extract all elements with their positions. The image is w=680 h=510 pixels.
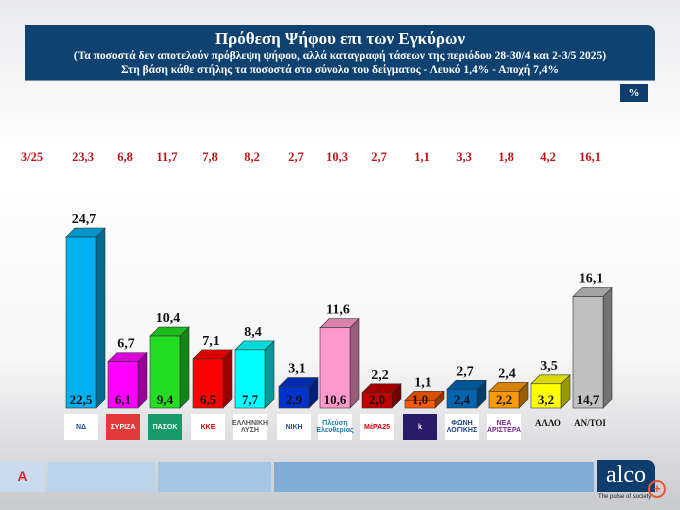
party-logo: k [403,414,437,440]
bar [278,386,310,409]
bar-value-label: 2,7 [456,364,474,379]
bar-value-label: 1,1 [414,375,432,390]
previous-value: 4,2 [540,150,556,164]
previous-values-row: 3/25 23,3 6,8 11,7 7,8 8,2 2,7 10,3 2,7 1,1 3,3 1,… [0,150,680,166]
unit-badge: % [620,84,648,102]
party-logo: ΣΥΡΙΖΑ [106,414,140,440]
previous-value: 11,7 [156,150,178,164]
party-logo: ΝΕΑ ΑΡΙΣΤΕΡΑ [487,414,521,440]
party-logo: ΠΑΣΟΚ [148,414,182,440]
bar-inner-label: 2,9 [286,392,303,407]
previous-value: 8,2 [244,150,260,164]
alco-logo: alco [597,460,655,492]
party-logo: ΝΔ [64,414,98,440]
previous-value: 3,3 [456,150,472,164]
chart-header: Πρόθεση Ψήφου επι των Εγκύρων (Τα ποσοστ… [25,25,655,81]
bar-value-label: 16,1 [579,272,604,287]
party-logo: Πλεύση Ελευθερίας [316,414,354,440]
bar [192,358,224,409]
category-label: ΑΛΛΟ [535,418,561,428]
previous-value: 1,8 [498,150,514,164]
bar-inner-label: 2,4 [454,392,471,407]
bar-value-label: 2,2 [371,368,389,383]
bar [488,391,520,409]
bar-side [264,340,275,409]
bar-side [602,286,613,409]
party-logo: ΕΛΛΗΝΙΚΗ ΛΥΣΗ [232,414,268,440]
bar-side [349,318,360,409]
bar-value-label: 24,7 [72,212,97,227]
bar [361,392,393,409]
party-logo: ΝΙΚΗ [277,414,311,440]
bar-side [137,351,148,409]
bar [234,349,266,409]
bar-value-label: 3,1 [288,362,306,377]
bar-inner-label: 6,5 [200,392,217,407]
footer-segment [274,462,594,492]
previous-label: 3/25 [20,150,44,164]
bar-inner-label: 1,0 [412,392,428,407]
chart-note: Στη βάση κάθε στήλης τα ποσοστά στο σύνο… [120,64,560,76]
bar-inner-label: 9,4 [157,392,174,407]
bar-value-label: 10,4 [156,311,181,326]
bar [107,361,139,409]
bar-value-label: 11,6 [326,303,350,318]
party-logo: ΦΩΝΗ ΛΟΓΙΚΗΣ [445,414,479,440]
bar-value-label: 2,4 [498,366,516,381]
previous-value: 7,8 [202,150,218,164]
previous-value: 1,1 [414,150,430,164]
bar-inner-label: 6,1 [115,392,131,407]
bar-value-label: 3,5 [540,359,558,374]
bar-inner-label: 3,2 [538,392,554,407]
bar-value-label: 8,4 [244,325,262,340]
bar [446,389,478,409]
bar [149,335,181,409]
previous-value: 23,3 [72,150,94,164]
previous-value: 2,7 [288,150,304,164]
channel-logo: Α [0,462,45,492]
bar [530,383,562,409]
previous-value: 16,1 [579,150,601,164]
party-logo: ΚΚΕ [191,414,225,440]
zoom-in-icon[interactable]: + [648,480,666,498]
bar [572,296,604,409]
previous-value: 6,8 [117,150,133,164]
footer-segment [48,462,155,492]
category-label: ΑΝ/ΤΟΙ [574,418,606,428]
bar [319,327,351,409]
bar-inner-label: 22,5 [70,392,93,407]
bar-inner-label: 2,2 [496,392,512,407]
bar-side [95,227,106,409]
tagline: The pulse of society [598,494,652,500]
footer-band: Α [0,462,680,492]
chart-title: Πρόθεση Ψήφου επι των Εγκύρων [214,29,466,48]
bar-value-label: 7,1 [202,334,220,349]
bar [65,236,97,409]
bar [404,400,436,409]
bar-inner-label: 14,7 [577,392,600,407]
bar-inner-label: 10,6 [324,392,347,407]
bar-chart: 24,7 22,5 6,7 6,1 10,4 9,4 7,1 6,5 8,4 7,7 3,1 2,9 1… [65,212,613,409]
previous-value: 2,7 [371,150,387,164]
previous-value: 10,3 [326,150,348,164]
party-logo: ΜέΡΑ25 [360,414,394,440]
bar-side [222,349,233,409]
bar-inner-label: 7,7 [242,392,259,407]
chart-subtitle: (Τα ποσοστά δεν αποτελούν πρόβλεψη ψήφου… [73,50,607,62]
bar-side [179,326,190,409]
bar-inner-label: 2,0 [369,392,385,407]
bar-value-label: 6,7 [117,337,135,352]
footer-segment [158,462,271,492]
